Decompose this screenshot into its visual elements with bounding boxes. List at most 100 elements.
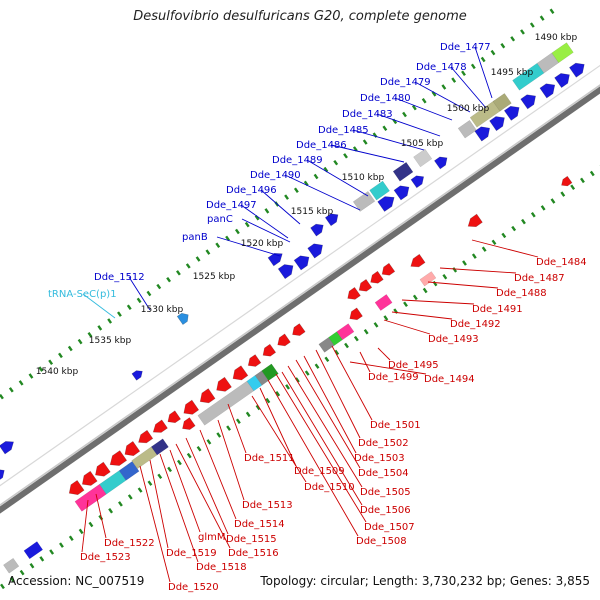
ruler-tick-inner xyxy=(88,521,94,528)
ruler-tick-inner xyxy=(373,322,379,328)
forward-gene-arrow xyxy=(433,156,448,170)
reverse-gene-label: Dde_1502 xyxy=(358,438,409,449)
reverse-gene-arrow xyxy=(262,343,277,357)
ruler-label: 1525 kbp xyxy=(193,272,236,282)
ruler-tick-inner xyxy=(383,315,389,321)
ruler-ticks xyxy=(0,8,600,590)
reverse-gene-arrow xyxy=(68,479,85,496)
leader-line xyxy=(241,218,291,243)
ruler-tick-inner xyxy=(550,198,556,204)
ruler-tick-inner xyxy=(580,177,585,184)
leader-line xyxy=(330,144,405,163)
reverse-gene-label: Dde_1488 xyxy=(496,288,547,299)
ruler-tick-outer xyxy=(67,345,73,352)
forward-gene-arrow xyxy=(489,116,505,132)
reverse-gene-arrow xyxy=(138,429,154,444)
leader-line xyxy=(315,349,361,439)
ruler-tick-inner xyxy=(68,535,74,541)
ruler-tick-inner xyxy=(570,184,576,190)
feature-block xyxy=(261,363,279,381)
reverse-gene-label: Dde_1501 xyxy=(370,420,421,431)
leader-line xyxy=(199,429,237,520)
trna-label: tRNA-SeC(p)1 xyxy=(48,289,117,300)
leader-line xyxy=(216,236,281,257)
backbone-edge xyxy=(0,64,600,487)
ruler-tick-inner xyxy=(9,576,15,583)
ruler-tick-outer xyxy=(77,338,83,345)
ruler-tick-outer xyxy=(234,228,240,235)
ruler-tick-outer xyxy=(500,42,506,49)
ruler-tick-outer xyxy=(107,318,113,324)
forward-gene-label: Dde_1478 xyxy=(416,62,467,73)
ruler-tick-inner xyxy=(0,583,5,590)
reverse-gene-arrow xyxy=(95,461,111,477)
ruler-tick-outer xyxy=(303,180,309,187)
ruler-tick-outer xyxy=(166,276,172,283)
leader-line xyxy=(306,159,369,197)
forward-gene-arrow xyxy=(277,264,294,280)
ruler-tick-inner xyxy=(501,232,507,239)
feature-block xyxy=(352,191,376,212)
ruler-tick-inner xyxy=(196,446,202,452)
ruler-tick-outer xyxy=(313,173,319,180)
forward-gene-arrow xyxy=(539,83,556,99)
ruler-tick-inner xyxy=(334,349,340,356)
reverse-gene-label: Dde_1511 xyxy=(244,453,295,464)
feature-blocks xyxy=(3,42,574,574)
ruler-tick-outer xyxy=(520,29,525,35)
forward-gene-arrow xyxy=(503,105,520,121)
ruler-tick-inner xyxy=(59,542,64,548)
reverse-gene-label: Dde_1520 xyxy=(168,582,219,593)
gene-labels: 1490 kbp 1495 kbp 1500 kbp 1505 kbp 1510 kbp… xyxy=(36,33,587,593)
forward-gene-arrow xyxy=(131,370,143,381)
feature-block xyxy=(23,541,44,560)
leader-line xyxy=(82,293,116,319)
ruler-label: 1535 kbp xyxy=(89,336,132,346)
reverse-gene-arrow xyxy=(199,388,216,404)
ruler-tick-inner xyxy=(19,569,25,576)
ruler-tick-outer xyxy=(215,242,221,249)
forward-gene-label: Dde_1497 xyxy=(206,200,257,211)
reverse-gene-arrow xyxy=(410,253,426,268)
feature-block xyxy=(150,438,169,456)
reverse-gene-label: Dde_1487 xyxy=(514,273,565,284)
forward-gene-arrow xyxy=(324,213,339,227)
ruler-tick-outer xyxy=(323,166,329,173)
feature-block xyxy=(551,42,574,64)
ruler-label: 1505 kbp xyxy=(401,139,444,149)
leader-line xyxy=(450,66,487,109)
leader-line xyxy=(414,81,471,113)
ruler-label: 1495 kbp xyxy=(491,68,534,78)
forward-gene-label: Dde_1479 xyxy=(380,77,431,88)
reverse-gene-label: Dde_1504 xyxy=(358,468,409,479)
ruler-tick-outer xyxy=(490,49,496,56)
forward-gene-arrow xyxy=(474,126,491,142)
ruler-tick-inner xyxy=(137,487,143,493)
ruler-tick-outer xyxy=(352,146,358,152)
reverse-gene-arrow xyxy=(124,440,141,457)
ruler-tick-outer xyxy=(18,380,24,386)
reverse-gene-label: Dde_1503 xyxy=(354,453,405,464)
reverse-gene-label: Dde_1494 xyxy=(424,374,475,385)
ruler-tick-outer xyxy=(451,77,457,83)
ruler-tick-inner xyxy=(216,432,222,438)
ruler-tick-outer xyxy=(8,387,14,393)
reverse-gene-label: Dde_1515 xyxy=(226,534,277,545)
leader-line xyxy=(169,449,201,533)
forward-gene-label: Dde_1485 xyxy=(318,125,369,136)
feature-block xyxy=(419,271,437,287)
ruler-label: 1530 kbp xyxy=(141,305,184,315)
label-leaders xyxy=(81,46,539,583)
leader-line xyxy=(359,351,371,373)
ruler-tick-outer xyxy=(461,70,466,76)
gene-arrows xyxy=(0,62,585,496)
feature-block xyxy=(469,99,502,128)
map-title: Desulfovibrio desulfuricans G20, complet… xyxy=(133,9,467,24)
leader-line xyxy=(376,113,441,137)
reverse-gene-arrow xyxy=(109,450,128,466)
ruler-tick-outer xyxy=(362,139,368,145)
leader-line xyxy=(284,174,361,211)
ruler-tick-outer xyxy=(343,153,348,159)
ruler-tick-inner xyxy=(481,246,487,252)
ruler-tick-outer xyxy=(185,263,191,269)
